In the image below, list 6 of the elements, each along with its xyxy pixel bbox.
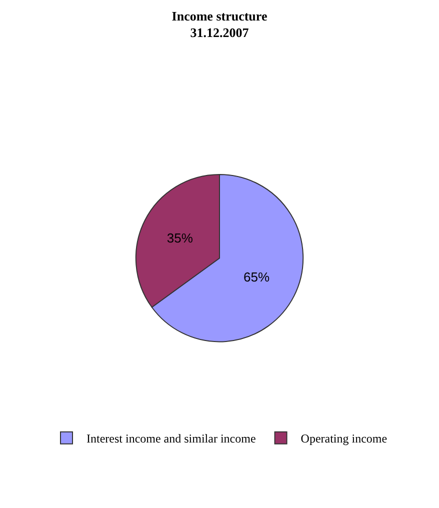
chart-title: Income structure (172, 8, 268, 24)
data-label: 65% (244, 270, 270, 285)
chart-subtitle: 31.12.2007 (190, 25, 250, 40)
legend-label: Operating income (300, 432, 388, 446)
legend-label: Interest income and similar income (86, 432, 256, 446)
data-label: 35% (166, 230, 194, 246)
